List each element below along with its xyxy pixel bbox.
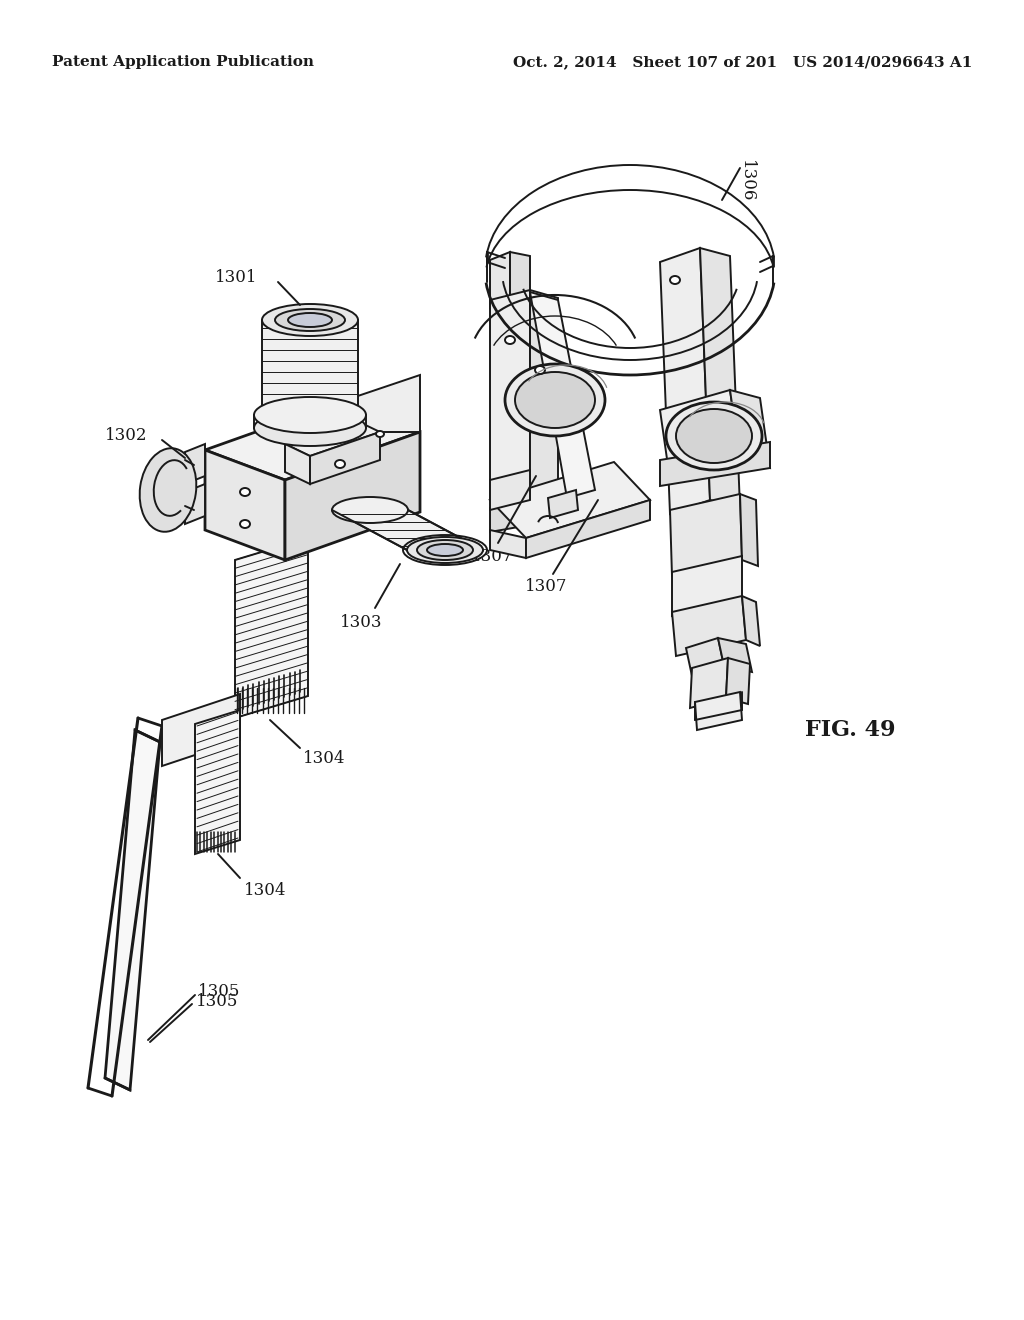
Polygon shape [262, 319, 358, 420]
Polygon shape [526, 500, 650, 558]
Polygon shape [285, 444, 310, 484]
Text: 1307: 1307 [471, 548, 513, 565]
Polygon shape [742, 597, 760, 645]
Ellipse shape [332, 498, 408, 523]
Polygon shape [285, 420, 380, 455]
Ellipse shape [515, 372, 595, 428]
Text: 1305: 1305 [198, 983, 241, 1001]
Polygon shape [730, 389, 770, 469]
Text: 1305: 1305 [196, 993, 239, 1010]
Polygon shape [660, 442, 770, 486]
Ellipse shape [254, 411, 366, 446]
Polygon shape [672, 556, 742, 616]
Polygon shape [340, 375, 420, 432]
Polygon shape [530, 292, 595, 498]
Polygon shape [185, 484, 205, 524]
Ellipse shape [262, 404, 358, 436]
Polygon shape [548, 490, 578, 517]
Polygon shape [718, 638, 752, 672]
Ellipse shape [275, 309, 345, 331]
Ellipse shape [240, 488, 250, 496]
Text: 1301: 1301 [215, 268, 257, 285]
Polygon shape [490, 470, 530, 510]
Ellipse shape [666, 403, 762, 470]
Polygon shape [490, 531, 526, 558]
Polygon shape [310, 432, 380, 484]
Polygon shape [490, 252, 510, 308]
Ellipse shape [505, 337, 515, 345]
Ellipse shape [240, 520, 250, 528]
Ellipse shape [417, 540, 473, 560]
Polygon shape [660, 248, 710, 513]
Polygon shape [740, 494, 758, 566]
Polygon shape [234, 539, 308, 718]
Text: Patent Application Publication: Patent Application Publication [52, 55, 314, 69]
Ellipse shape [139, 449, 197, 532]
Ellipse shape [505, 364, 605, 436]
Ellipse shape [262, 304, 358, 337]
Polygon shape [490, 462, 650, 539]
Polygon shape [690, 657, 728, 708]
Ellipse shape [376, 432, 384, 437]
Ellipse shape [427, 544, 463, 556]
Ellipse shape [254, 397, 366, 433]
Text: Oct. 2, 2014   Sheet 107 of 201   US 2014/0296643 A1: Oct. 2, 2014 Sheet 107 of 201 US 2014/02… [513, 55, 972, 69]
Ellipse shape [288, 313, 332, 327]
Polygon shape [105, 730, 160, 1090]
Text: 1303: 1303 [340, 614, 383, 631]
Polygon shape [695, 692, 742, 730]
Polygon shape [672, 597, 746, 656]
Polygon shape [510, 252, 530, 304]
Text: 1306: 1306 [738, 160, 755, 202]
Polygon shape [726, 657, 750, 704]
Ellipse shape [535, 366, 545, 374]
Polygon shape [285, 432, 420, 560]
Text: FIG. 49: FIG. 49 [805, 719, 896, 741]
Ellipse shape [407, 537, 483, 564]
Ellipse shape [335, 459, 345, 469]
Polygon shape [195, 710, 240, 854]
Ellipse shape [676, 409, 752, 463]
Polygon shape [332, 510, 483, 550]
Text: 1304: 1304 [303, 750, 345, 767]
Text: 1302: 1302 [105, 426, 147, 444]
Polygon shape [185, 444, 205, 484]
Polygon shape [490, 290, 530, 500]
Text: 1307: 1307 [524, 578, 567, 595]
Polygon shape [686, 638, 724, 676]
Polygon shape [700, 248, 740, 508]
Ellipse shape [670, 276, 680, 284]
Polygon shape [205, 403, 420, 480]
Polygon shape [530, 290, 558, 498]
Polygon shape [660, 389, 740, 480]
Polygon shape [490, 496, 558, 532]
Ellipse shape [719, 436, 729, 444]
Polygon shape [205, 450, 285, 560]
Polygon shape [670, 494, 742, 576]
Polygon shape [162, 694, 240, 766]
Text: 1304: 1304 [244, 882, 287, 899]
